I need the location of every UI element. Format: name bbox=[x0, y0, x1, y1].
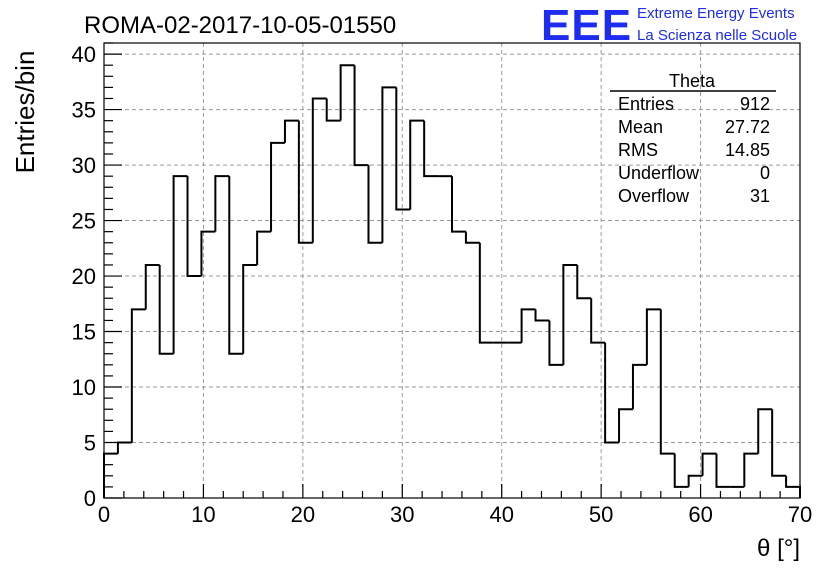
histogram-bin bbox=[715, 453, 731, 488]
histogram-bin bbox=[270, 141, 285, 232]
stats-rows: Entries 912 Mean 27.72 RMS 14.85 Underflow 0 Ove… bbox=[618, 94, 770, 206]
x-tick-label: 50 bbox=[589, 502, 613, 527]
stats-row-value: 27.72 bbox=[725, 117, 770, 137]
stats-row-value: 31 bbox=[750, 186, 770, 206]
y-tick-label: 35 bbox=[72, 98, 96, 123]
histogram-bin bbox=[228, 176, 244, 355]
histogram-bin bbox=[701, 452, 717, 476]
stats-row-label: Underflow bbox=[618, 163, 700, 183]
histogram-bin bbox=[186, 176, 202, 278]
axis-ticks bbox=[103, 42, 801, 499]
histogram-bin bbox=[158, 264, 174, 355]
histogram-bin bbox=[367, 165, 383, 244]
histogram-bin bbox=[297, 120, 313, 244]
histogram-bin bbox=[353, 65, 369, 167]
plot-frame bbox=[103, 42, 801, 499]
histogram-bin bbox=[423, 120, 439, 178]
histogram-bin bbox=[283, 119, 299, 143]
histogram-bin bbox=[534, 309, 550, 322]
histogram-bin bbox=[478, 242, 494, 344]
grid-lines bbox=[104, 43, 800, 498]
histogram-bin bbox=[590, 298, 606, 344]
histogram-bin bbox=[339, 64, 355, 121]
x-tick-label: 20 bbox=[291, 502, 315, 527]
stats-box: Theta Entries 912 Mean 27.72 RMS 14.85 Underfl… bbox=[610, 71, 776, 206]
histogram-bin bbox=[242, 263, 258, 354]
chart-title: ROMA-02-2017-10-05-01550 bbox=[84, 12, 396, 39]
histogram-bin bbox=[562, 263, 578, 365]
histogram-bin bbox=[311, 97, 327, 243]
histogram-bin bbox=[757, 408, 773, 454]
y-tick-label: 20 bbox=[72, 264, 96, 289]
histogram-bin bbox=[451, 176, 466, 233]
y-tick-label: 15 bbox=[72, 320, 96, 345]
histogram-bars bbox=[103, 64, 801, 498]
x-axis-label: θ [°] bbox=[757, 535, 800, 562]
histogram-bin bbox=[743, 452, 759, 487]
histogram-bin bbox=[325, 98, 341, 122]
histogram-bin bbox=[464, 231, 480, 244]
histogram-bin bbox=[618, 408, 633, 443]
histogram-bin bbox=[409, 119, 425, 210]
y-tick-label: 40 bbox=[72, 42, 96, 67]
histogram-bin bbox=[130, 308, 146, 443]
x-tick-label: 70 bbox=[788, 502, 812, 527]
x-tick-label: 40 bbox=[489, 502, 513, 527]
histogram-bin bbox=[256, 230, 272, 265]
y-tick-label: 25 bbox=[72, 209, 96, 234]
y-tick-label: 10 bbox=[72, 375, 96, 400]
stats-row-value: 14.85 bbox=[725, 140, 770, 160]
histogram-bin bbox=[395, 87, 411, 211]
stats-row-value: 0 bbox=[760, 163, 770, 183]
histogram-bin bbox=[687, 474, 703, 487]
histogram-bin bbox=[673, 453, 689, 488]
stats-row-label: RMS bbox=[618, 140, 658, 160]
histogram-bin bbox=[604, 342, 620, 444]
histogram-bin bbox=[771, 409, 787, 477]
stats-row-label: Entries bbox=[618, 94, 674, 114]
eee-logo-line1: Extreme Energy Events bbox=[637, 5, 795, 22]
stats-row-label: Mean bbox=[618, 117, 663, 137]
histogram-bin bbox=[520, 308, 536, 343]
histogram-bin bbox=[214, 175, 230, 232]
histogram-bin bbox=[172, 175, 188, 354]
y-axis-label: Entries/bin bbox=[10, 51, 40, 174]
stats-row-value: 912 bbox=[740, 94, 770, 114]
eee-logo-line2: La Scienza nelle Scuole bbox=[637, 27, 797, 44]
x-tick-label: 0 bbox=[98, 502, 110, 527]
y-tick-label: 0 bbox=[84, 486, 96, 511]
histogram-bin bbox=[645, 308, 661, 365]
tick-labels: 0 10 20 30 40 50 60 70 0 5 10 15 20 25 30 35 40 bbox=[72, 42, 813, 527]
histogram-bin bbox=[548, 320, 564, 366]
histogram-bin bbox=[659, 309, 675, 455]
histogram-bin bbox=[785, 475, 801, 498]
histogram-bin bbox=[144, 263, 160, 310]
x-tick-label: 30 bbox=[390, 502, 414, 527]
histogram-bin bbox=[576, 264, 592, 300]
eee-logo-letters: EEE bbox=[541, 1, 632, 50]
x-tick-label: 10 bbox=[191, 502, 215, 527]
stats-title: Theta bbox=[669, 71, 716, 91]
histogram-bin bbox=[631, 363, 647, 410]
y-tick-label: 30 bbox=[72, 153, 96, 178]
stats-row-label: Overflow bbox=[618, 186, 690, 206]
histogram-bin bbox=[200, 230, 216, 277]
histogram-bin bbox=[116, 441, 132, 454]
y-tick-label: 5 bbox=[84, 431, 96, 456]
histogram-bin bbox=[381, 86, 397, 243]
x-tick-label: 60 bbox=[688, 502, 712, 527]
eee-logo: EEE Extreme Energy Events La Scienza nel… bbox=[541, 1, 797, 50]
